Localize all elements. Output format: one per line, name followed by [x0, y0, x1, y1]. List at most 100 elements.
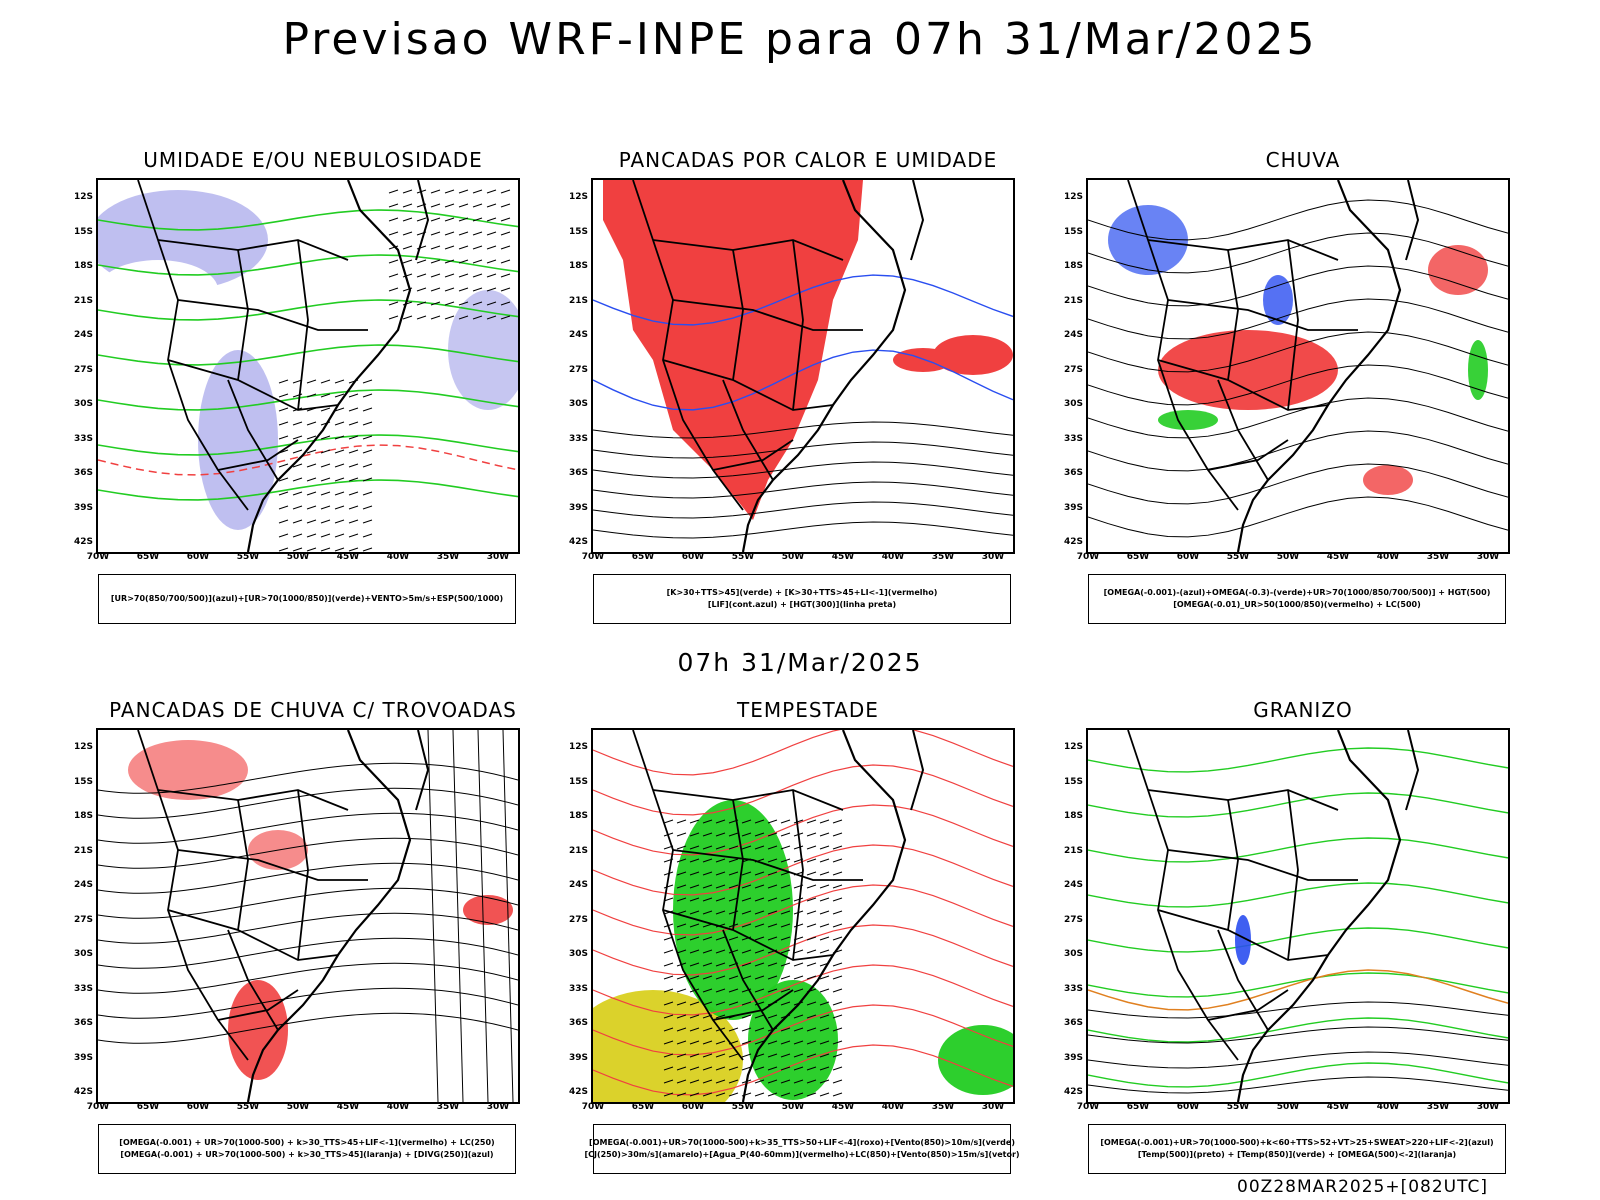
- wind-vector: [292, 491, 303, 496]
- wind-vector: [715, 949, 726, 954]
- border-line: [1227, 799, 1239, 931]
- latitude-label: 42S: [1064, 1087, 1084, 1097]
- wind-vector: [676, 975, 687, 980]
- wind-vector: [402, 217, 413, 222]
- longitude-label: 40W: [1376, 552, 1400, 562]
- wind-vector: [458, 315, 469, 320]
- streamline: [98, 787, 518, 819]
- longitude-label: 50W: [1276, 1102, 1300, 1112]
- latitude-label: 21S: [74, 295, 94, 306]
- longitude-label: 55W: [1226, 552, 1250, 562]
- wind-vector: [819, 923, 830, 928]
- wind-vector: [793, 1092, 804, 1097]
- wind-vector: [702, 819, 713, 824]
- border-line: [652, 239, 844, 261]
- wind-vector: [320, 393, 331, 398]
- longitude-label: 60W: [186, 1102, 210, 1112]
- temp850-contour: [1088, 882, 1508, 908]
- hgt300-contour: [593, 461, 1013, 479]
- wind-vector: [819, 858, 830, 863]
- wind-vector: [292, 477, 303, 482]
- hgt500-contour: [1088, 463, 1508, 505]
- streamline: [98, 962, 518, 994]
- wind-vector: [676, 1066, 687, 1071]
- legend-line: [OMEGA(-0.001) + UR>70(1000-500) + k>30_…: [120, 1150, 494, 1159]
- wind-vector: [663, 1092, 674, 1097]
- legend-line: [OMEGA(-0.001)-(azul)+OMEGA(-0.3)-(verde…: [1103, 588, 1491, 597]
- latitude-label: 27S: [1064, 364, 1084, 375]
- longitude-label: 30W: [981, 552, 1005, 562]
- wind-vector: [362, 547, 373, 552]
- wind-vector: [793, 1066, 804, 1071]
- coastline: [1236, 180, 1402, 552]
- rain-area: [1428, 245, 1488, 295]
- wind-vector: [663, 975, 674, 980]
- wind-vector: [715, 832, 726, 837]
- wind-vector: [702, 1079, 713, 1084]
- jet-area: [593, 990, 743, 1102]
- wind-vector: [806, 962, 817, 967]
- latitude-label: 27S: [569, 914, 589, 925]
- wind-vector: [676, 858, 687, 863]
- wind-vector: [388, 287, 399, 292]
- wind-vector: [472, 189, 483, 194]
- latitude-label: 24S: [74, 880, 94, 890]
- latitude-label: 33S: [569, 433, 589, 444]
- wind-vector: [306, 449, 317, 454]
- wind-vector: [444, 245, 455, 250]
- longitude-label: 45W: [1326, 1102, 1350, 1112]
- wind-vector: [689, 1027, 700, 1032]
- latitude-label: 30S: [569, 399, 589, 409]
- wind-vector: [444, 203, 455, 208]
- longitude-label: 70W: [581, 552, 605, 562]
- wind-vector: [689, 871, 700, 876]
- map-svg: [593, 730, 1013, 1102]
- wind-vector: [832, 819, 843, 824]
- border-line: [297, 789, 309, 961]
- wind-vector: [793, 949, 804, 954]
- wind-vector: [676, 897, 687, 902]
- longitude-label: 70W: [1076, 1102, 1100, 1112]
- wind-vector: [430, 315, 441, 320]
- wind-vector: [292, 393, 303, 398]
- hgt300-contour: [593, 521, 1013, 539]
- wind-vector: [741, 871, 752, 876]
- wind-vector: [486, 259, 497, 264]
- temp850-contour: [1088, 837, 1508, 863]
- wind-vector: [702, 949, 713, 954]
- wind-vector: [306, 477, 317, 482]
- wind-vector: [793, 845, 804, 850]
- wind-vector: [334, 491, 345, 496]
- latitude-label: 30S: [1064, 399, 1084, 409]
- wind-vector: [754, 910, 765, 915]
- legend-line: [K>30+TTS>45](verde) + [K>30+TTS>45+LI<-…: [666, 588, 938, 597]
- wind-vector: [444, 259, 455, 264]
- panel-legend: [OMEGA(-0.001)-(azul)+OMEGA(-0.3)-(verde…: [1088, 574, 1506, 624]
- wind-vector: [728, 949, 739, 954]
- omega-strong-area: [1158, 410, 1218, 430]
- wind-vector: [348, 519, 359, 524]
- wind-vector: [663, 884, 674, 889]
- border-line: [217, 439, 299, 471]
- wind-vector: [715, 845, 726, 850]
- wind-vector: [728, 871, 739, 876]
- wind-vector: [728, 858, 739, 863]
- longitude-label: 35W: [436, 1102, 460, 1112]
- wind-vector: [278, 463, 289, 468]
- latitude-label: 33S: [1064, 433, 1084, 444]
- wind-vector: [754, 871, 765, 876]
- longitude-label: 70W: [1076, 552, 1100, 562]
- wind-vector: [806, 1001, 817, 1006]
- wind-vector: [486, 273, 497, 278]
- longitude-label: 35W: [931, 552, 955, 562]
- latitude-label: 27S: [1064, 914, 1084, 925]
- wind-vector: [320, 407, 331, 412]
- page-title: Previsao WRF-INPE para 07h 31/Mar/2025: [282, 14, 1318, 65]
- wind-vector: [741, 884, 752, 889]
- wind-vector: [832, 897, 843, 902]
- latitude-label: 12S: [1064, 192, 1084, 202]
- latitude-label: 15S: [1064, 226, 1084, 237]
- wind-vector: [486, 287, 497, 292]
- wind-vector: [334, 407, 345, 412]
- wind-vector: [754, 832, 765, 837]
